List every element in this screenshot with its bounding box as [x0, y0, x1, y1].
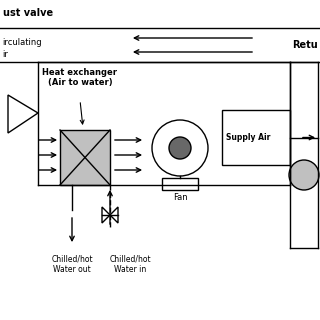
Text: ir: ir: [2, 50, 8, 59]
Text: Supply Air: Supply Air: [226, 133, 270, 142]
Text: Chilled/hot
Water in: Chilled/hot Water in: [109, 255, 151, 274]
Circle shape: [289, 160, 319, 190]
Text: Chilled/hot
Water out: Chilled/hot Water out: [51, 255, 93, 274]
Text: Fan: Fan: [173, 193, 187, 202]
Bar: [222, 110, 290, 165]
Bar: [162, 178, 198, 190]
Text: ust valve: ust valve: [3, 8, 53, 18]
Text: Retu: Retu: [292, 40, 318, 50]
Bar: [60, 130, 110, 185]
Text: irculating: irculating: [2, 38, 42, 47]
Text: Heat exchanger
(Air to water): Heat exchanger (Air to water): [43, 68, 117, 87]
Circle shape: [169, 137, 191, 159]
